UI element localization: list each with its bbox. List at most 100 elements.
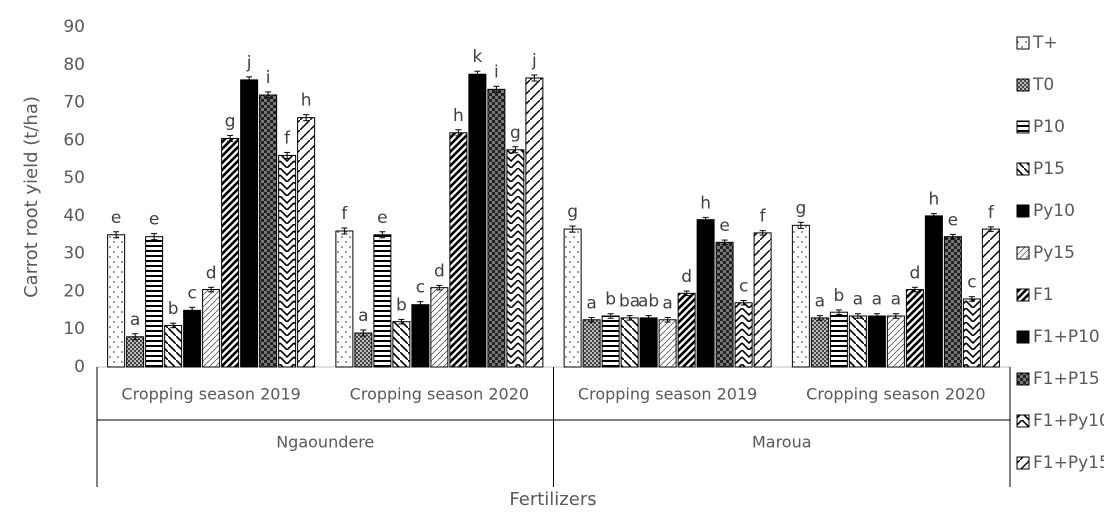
bar	[202, 289, 221, 368]
significance-letter: b	[396, 295, 407, 315]
bar	[335, 230, 354, 368]
significance-letter: g	[510, 123, 521, 143]
y-tick-label: 90	[63, 17, 85, 37]
error-bar	[645, 315, 652, 321]
group-label: Ngaoundere	[276, 433, 374, 452]
significance-letter: d	[434, 261, 445, 281]
error-bar	[455, 129, 462, 137]
significance-letter: d	[681, 267, 692, 287]
bar	[905, 289, 924, 368]
y-tick-label: 0	[74, 357, 85, 377]
bar	[183, 309, 202, 368]
legend-swatch	[1016, 120, 1030, 134]
bar	[867, 315, 886, 368]
legend-label: P10	[1033, 117, 1065, 137]
bar	[278, 154, 297, 368]
y-tick-label: 20	[63, 281, 85, 301]
legend-swatch	[1016, 414, 1030, 428]
legend-label: F1+P15	[1033, 369, 1100, 389]
legend-swatch	[1016, 330, 1030, 344]
significance-letter: k	[472, 47, 482, 67]
y-tick-label: 60	[63, 130, 85, 150]
bar	[582, 319, 601, 368]
significance-letter: a	[662, 294, 672, 314]
bar	[126, 336, 145, 368]
legend-swatch	[1016, 456, 1030, 470]
significance-letter: d	[909, 263, 920, 283]
error-bar	[588, 317, 595, 323]
error-bar	[189, 306, 196, 314]
bar	[810, 317, 829, 368]
significance-letter: c	[739, 277, 748, 297]
error-bar	[360, 329, 367, 337]
significance-letter: e	[111, 208, 121, 228]
y-tick-label: 10	[63, 319, 85, 339]
y-tick-label: 30	[63, 244, 85, 264]
y-tick-label: 70	[63, 93, 85, 113]
legend-label: Py15	[1033, 243, 1075, 263]
bar	[373, 234, 392, 368]
significance-letter: a	[358, 306, 368, 326]
y-tick-label: 50	[63, 168, 85, 188]
error-bar	[892, 313, 899, 319]
error-bar	[303, 114, 310, 122]
significance-letter: b	[833, 286, 844, 306]
error-bar	[417, 301, 424, 309]
legend-label: T+	[1032, 33, 1058, 53]
legend-swatch	[1016, 204, 1030, 218]
error-bar	[816, 315, 823, 321]
bar	[506, 149, 525, 368]
significance-letter: f	[988, 203, 995, 223]
error-bar	[151, 233, 158, 241]
significance-letter: e	[948, 210, 958, 230]
significance-letter: h	[700, 193, 711, 213]
error-bar	[474, 70, 481, 78]
significance-letter: a	[130, 310, 140, 330]
legend-swatch	[1016, 36, 1030, 50]
significance-letter: h	[301, 91, 312, 111]
y-axis-title: Carrot root yield (t/ha)	[21, 96, 42, 298]
error-bar	[740, 300, 747, 306]
significance-letter: a	[853, 290, 863, 310]
x-tick-label: Cropping season 2020	[350, 385, 529, 404]
significance-letter: g	[225, 111, 236, 131]
error-bar	[702, 216, 709, 223]
error-bar	[208, 286, 215, 293]
error-bar	[398, 318, 405, 325]
bar	[734, 302, 753, 368]
error-bar	[569, 225, 576, 233]
significance-letter: c	[416, 278, 425, 298]
x-axis-title: Fertilizers	[509, 489, 596, 510]
legend-label: F1+Py15	[1033, 453, 1104, 473]
error-bar	[797, 221, 804, 229]
legend-swatch	[1016, 162, 1030, 176]
significance-letter: f	[284, 128, 291, 148]
bar	[430, 287, 449, 368]
bar	[354, 332, 373, 368]
significance-letter: e	[149, 210, 159, 230]
bar	[924, 215, 943, 368]
bar	[829, 311, 848, 368]
legend-label: F1+P10	[1033, 327, 1100, 347]
bar	[563, 228, 582, 368]
bar	[639, 317, 658, 368]
error-bar	[265, 91, 272, 99]
legend-swatch	[1016, 288, 1030, 302]
bar	[259, 94, 278, 368]
significance-letter: a	[815, 292, 825, 312]
error-bar	[626, 315, 633, 321]
x-tick-label: Cropping season 2020	[806, 385, 985, 404]
legend-swatch	[1016, 246, 1030, 260]
significance-letter: i	[266, 68, 271, 88]
significance-letter: c	[967, 273, 976, 293]
significance-letter: h	[928, 190, 939, 210]
legend-swatch	[1016, 78, 1030, 92]
error-bar	[246, 76, 253, 84]
significance-letter: f	[341, 204, 348, 224]
significance-letter: a	[891, 290, 901, 310]
legend-label: P15	[1033, 159, 1065, 179]
bar	[696, 219, 715, 368]
error-bar	[968, 296, 975, 302]
bar	[164, 324, 183, 368]
